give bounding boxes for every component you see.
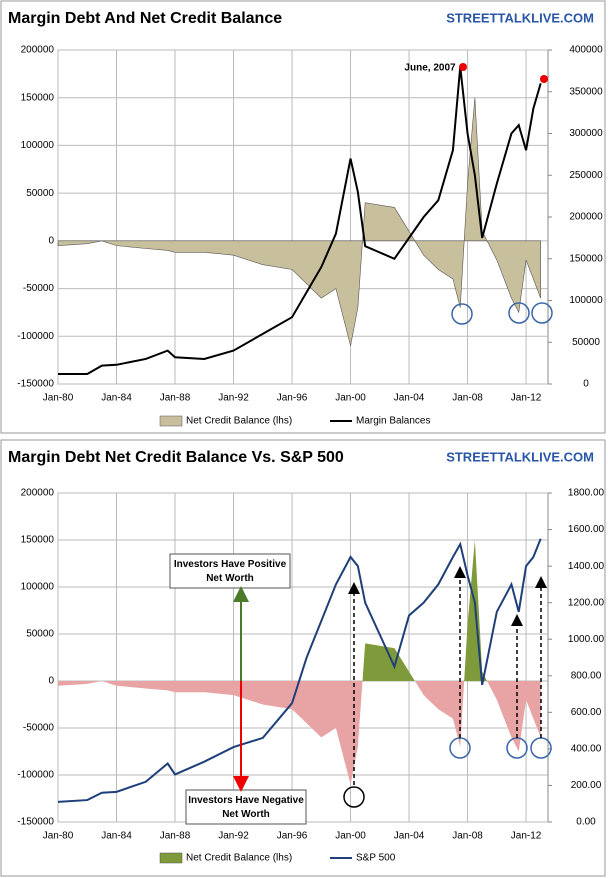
area xyxy=(57,97,541,346)
annotation-box xyxy=(169,553,291,589)
line xyxy=(57,538,542,803)
y2-tick-label: 400.00 xyxy=(571,744,602,755)
legend-swatch xyxy=(159,415,183,427)
y2-tick-label: 600.00 xyxy=(571,707,602,718)
y-tick-label: 150000 xyxy=(21,92,55,103)
annotation: Investors Have Negative Net Worth xyxy=(188,795,304,820)
y2-tick-label: 400000 xyxy=(569,45,603,56)
y2-tick-label: 100000 xyxy=(569,295,603,306)
y-tick-label: 200000 xyxy=(21,488,55,499)
x-tick-label: Jan-12 xyxy=(511,393,542,404)
marker-dot xyxy=(540,75,548,83)
y-tick-label: 100000 xyxy=(21,582,55,593)
y-tick-label: 50000 xyxy=(26,629,54,640)
legend-label: Margin Balances xyxy=(356,416,430,427)
y2-tick-label: 300000 xyxy=(569,128,603,139)
x-tick-label: Jan-00 xyxy=(335,831,366,842)
y2-tick-label: 200000 xyxy=(569,212,603,223)
highlight-circle xyxy=(508,302,530,324)
x-tick-label: Jan-96 xyxy=(277,831,308,842)
x-tick-label: Jan-84 xyxy=(101,831,132,842)
legend-label: S&P 500 xyxy=(356,853,396,864)
y2-tick-label: 0 xyxy=(583,379,589,390)
y2-tick-label: 150000 xyxy=(569,253,603,264)
y-tick-label: 0 xyxy=(48,235,54,246)
panel xyxy=(0,0,606,434)
y2-tick-label: 1400.00 xyxy=(568,561,605,572)
y2-tick-label: 0.00 xyxy=(576,817,596,828)
y2-tick-label: 1200.00 xyxy=(568,597,605,608)
x-tick-label: Jan-96 xyxy=(277,393,308,404)
x-tick-label: Jan-92 xyxy=(218,831,249,842)
y-tick-label: 0 xyxy=(48,676,54,687)
line xyxy=(58,66,542,375)
x-tick-label: Jan-92 xyxy=(218,393,249,404)
marker-dot xyxy=(459,63,467,71)
highlight-circle xyxy=(451,303,473,325)
y2-tick-label: 250000 xyxy=(569,170,603,181)
y-tick-label: -50000 xyxy=(23,723,55,734)
x-tick-label: Jan-08 xyxy=(452,831,483,842)
y2-tick-label: 1800.00 xyxy=(568,488,605,499)
annotation: June, 2007 xyxy=(404,63,456,74)
x-tick-label: Jan-88 xyxy=(160,831,191,842)
x-tick-label: Jan-04 xyxy=(394,393,425,404)
x-tick-label: Jan-08 xyxy=(452,393,483,404)
highlight-circle xyxy=(531,302,553,324)
y2-tick-label: 1600.00 xyxy=(568,524,605,535)
y-tick-label: 150000 xyxy=(21,535,55,546)
x-tick-label: Jan-80 xyxy=(43,831,74,842)
y-tick-label: -100000 xyxy=(17,331,54,342)
annotation: Investors Have Positive Net Worth xyxy=(174,559,287,584)
y-tick-label: -50000 xyxy=(23,283,55,294)
y-tick-label: 200000 xyxy=(21,45,55,56)
y-tick-label: -150000 xyxy=(17,379,54,390)
x-tick-label: Jan-88 xyxy=(160,393,191,404)
y2-tick-label: 50000 xyxy=(572,337,600,348)
y-tick-label: 100000 xyxy=(21,140,55,151)
source: STREETTALKLIVE.COM xyxy=(446,10,594,25)
legend-label: Net Credit Balance (lhs) xyxy=(186,416,292,427)
y2-tick-label: 200.00 xyxy=(571,780,602,791)
y-tick-label: 50000 xyxy=(26,188,54,199)
x-tick-label: Jan-84 xyxy=(101,393,132,404)
legend-swatch xyxy=(159,852,183,864)
x-tick-label: Jan-12 xyxy=(511,831,542,842)
x-tick-label: Jan-04 xyxy=(394,831,425,842)
y-tick-label: -150000 xyxy=(17,817,54,828)
highlight-circle xyxy=(343,786,365,808)
x-tick-label: Jan-80 xyxy=(43,393,74,404)
legend-label: Net Credit Balance (lhs) xyxy=(186,853,292,864)
annotation-box xyxy=(185,789,307,825)
y-tick-label: -100000 xyxy=(17,770,54,781)
x-tick-label: Jan-00 xyxy=(335,393,366,404)
source: STREETTALKLIVE.COM xyxy=(446,449,594,464)
y2-tick-label: 350000 xyxy=(569,86,603,97)
y2-tick-label: 800.00 xyxy=(571,670,602,681)
y2-tick-label: 1000.00 xyxy=(568,634,605,645)
chart-title: Margin Debt And Net Credit Balance xyxy=(8,10,282,27)
chart-title: Margin Debt Net Credit Balance Vs. S&P 5… xyxy=(8,449,344,466)
